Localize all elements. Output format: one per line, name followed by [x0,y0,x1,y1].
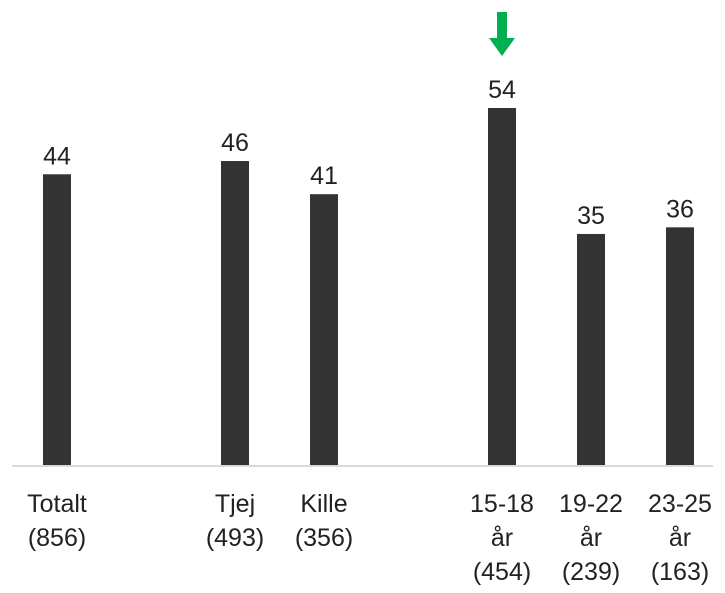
category-label-4-line-3: (454) [473,558,531,586]
category-label-1-line-2: (856) [28,524,86,552]
category-label-1-line-1: Totalt [27,490,87,518]
value-labels-group: 44 46 41 54 35 36 [43,76,694,230]
category-label-4-line-1: 15-18 [470,490,534,518]
category-label-5-line-3: (239) [562,558,620,586]
data-label-3: 41 [310,162,338,190]
data-label-2: 46 [221,129,249,157]
category-label-6-line-2: år [669,524,691,552]
category-label-5-line-2: år [580,524,602,552]
bar-3 [310,194,338,466]
category-label-2-line-2: (493) [206,524,264,552]
category-label-2-line-1: Tjej [215,490,255,518]
data-label-5: 35 [577,202,605,230]
category-label-3-line-1: Kille [300,490,347,518]
bars-group [43,108,694,466]
category-label-3-line-2: (356) [295,524,353,552]
category-label-6-line-3: (163) [651,558,709,586]
bar-6 [666,227,694,466]
category-label-5-line-1: 19-22 [559,490,623,518]
arrow-shaft [497,12,507,38]
category-label-4-line-2: år [491,524,513,552]
category-label-6-line-1: 23-25 [648,490,712,518]
category-labels-group: Totalt (856) Tjej (493) Kille (356) 15-18 år (45… [27,490,712,586]
bar-1 [43,174,71,466]
bar-4 [488,108,516,466]
highlight-arrow-marker [489,12,515,56]
data-label-6: 36 [666,195,694,223]
data-label-4: 54 [488,76,516,104]
bar-5 [577,233,605,466]
bar-2 [221,161,249,466]
arrow-head [489,38,515,56]
data-label-1: 44 [43,142,71,170]
